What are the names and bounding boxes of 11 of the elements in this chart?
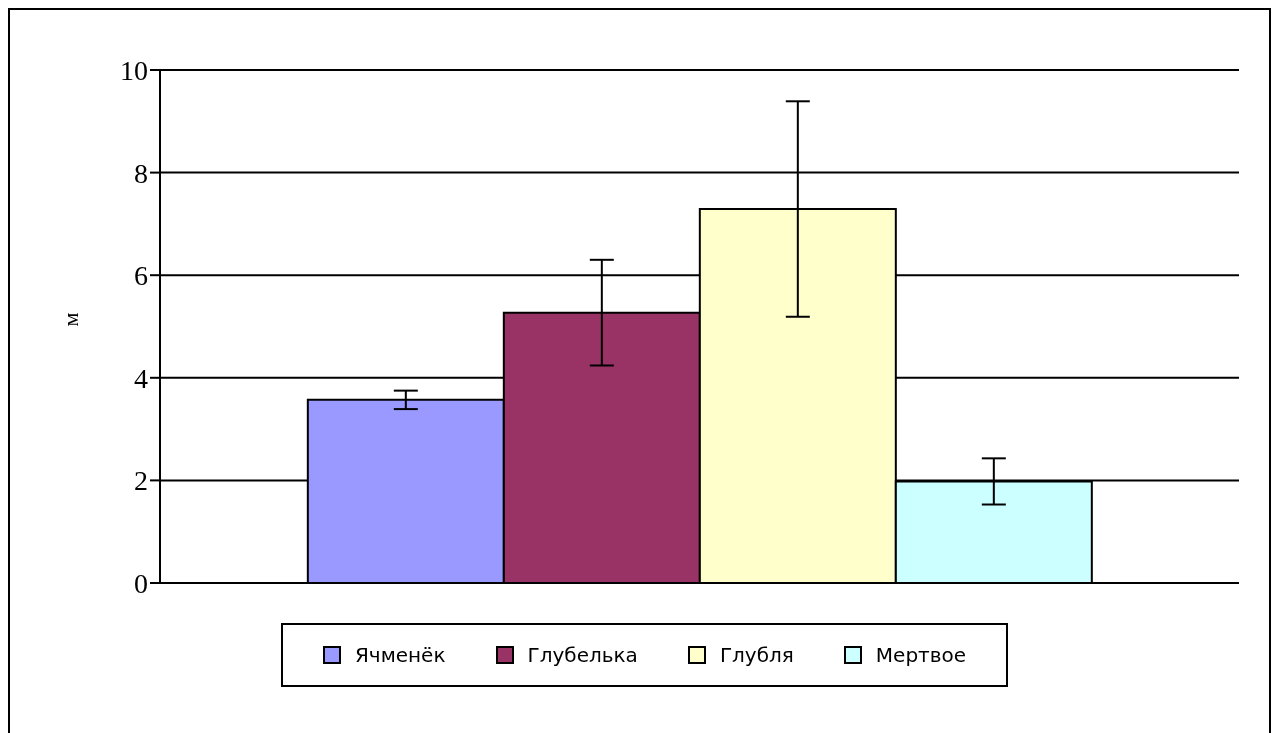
y-tick-label: 10 [120,54,148,86]
y-tick-label: 4 [134,362,148,394]
y-tick-label: 0 [134,567,148,599]
y-axis-title: м [57,312,83,327]
legend-label: Ячменёк [354,643,446,667]
legend-label: Мертвое [875,643,967,667]
y-tick-label: 2 [134,465,148,497]
y-tick-label: 8 [134,157,148,189]
legend-label: Глубля [719,643,794,667]
legend-label: Глубелька [527,643,638,667]
y-tick-label: 6 [134,260,148,292]
